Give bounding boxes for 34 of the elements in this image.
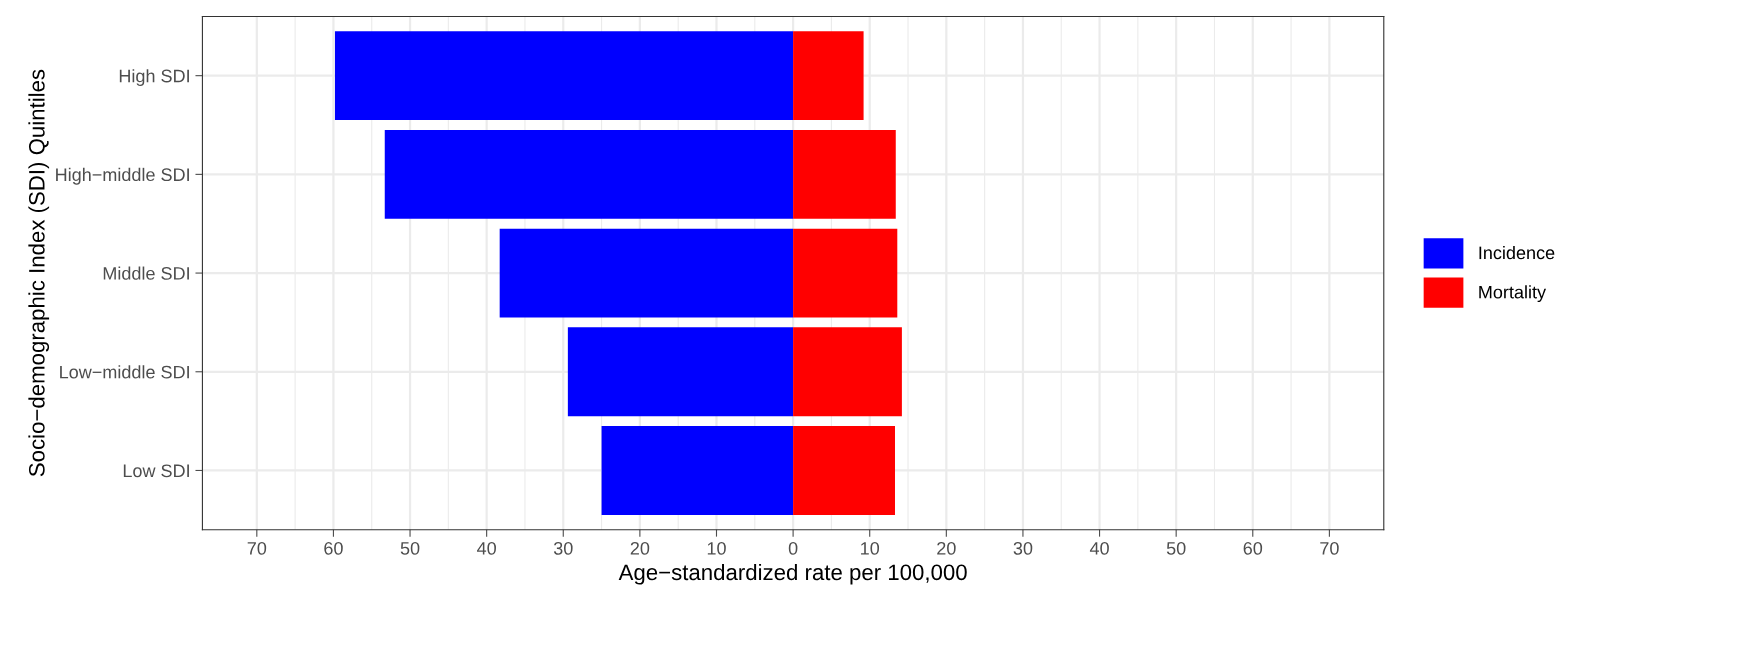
x-tick-label: 40 <box>477 541 496 555</box>
y-axis-title: Socio−demographic Index (SDI) Quintiles <box>28 69 50 477</box>
x-tick-label: 60 <box>1243 541 1263 555</box>
y-tick-label: Middle SDI <box>103 266 189 280</box>
x-tick-label: 30 <box>1013 541 1033 555</box>
x-tick-label: 10 <box>861 541 880 555</box>
bar <box>793 327 902 417</box>
y-tick-label: High SDI <box>119 69 189 86</box>
y-tick-label: High−middle SDI <box>56 167 189 185</box>
x-axis-title: Age−standardized rate per 100,000 <box>618 563 967 585</box>
bar <box>793 228 898 318</box>
bar <box>793 426 895 515</box>
x-tick-label: 70 <box>1320 541 1339 555</box>
x-tick-label: 40 <box>1089 541 1109 555</box>
bar <box>384 129 794 219</box>
bar <box>334 31 794 121</box>
x-tick-label: 50 <box>1166 541 1186 555</box>
bar <box>567 327 794 417</box>
x-tick-label: 20 <box>630 541 650 555</box>
legend-label: Incidence <box>1479 245 1555 260</box>
bar <box>793 31 864 121</box>
x-tick-label: 20 <box>937 541 956 555</box>
y-tick-label: Low SDI <box>123 464 189 478</box>
x-tick-label: 0 <box>788 541 798 555</box>
bar <box>499 228 794 318</box>
x-tick-label: 50 <box>400 541 420 555</box>
y-tick-label: Low−middle SDI <box>60 365 189 379</box>
x-tick-label: 30 <box>553 541 573 555</box>
bar <box>601 426 794 515</box>
x-tick-label: 10 <box>707 541 726 555</box>
legend-label: Mortality <box>1479 285 1547 303</box>
x-tick-label: 60 <box>324 541 343 555</box>
x-tick-label: 70 <box>247 541 267 555</box>
bar <box>793 129 896 219</box>
